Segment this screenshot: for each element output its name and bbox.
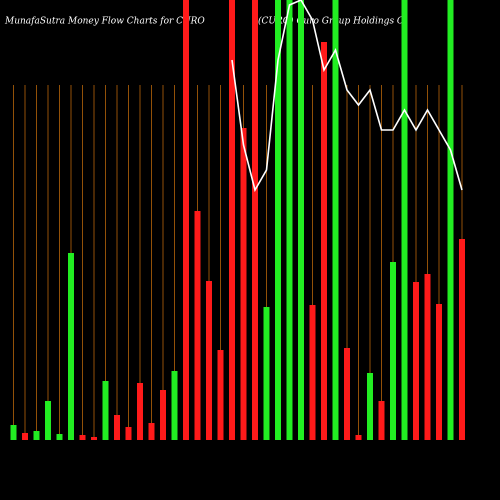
bar <box>217 350 224 440</box>
bar <box>183 0 189 440</box>
bar <box>148 423 155 440</box>
bar <box>240 128 247 440</box>
bar <box>447 0 454 440</box>
bar <box>378 401 385 440</box>
money-flow-line <box>231 0 463 193</box>
bar <box>114 415 120 440</box>
bar <box>79 435 86 440</box>
bar <box>68 253 74 440</box>
bar <box>367 373 373 440</box>
bar <box>125 427 132 440</box>
bar <box>206 281 212 440</box>
bar <box>252 0 258 440</box>
bar <box>390 262 396 440</box>
bar <box>229 0 235 440</box>
bar <box>436 304 442 440</box>
bar <box>321 42 327 440</box>
chart-subtitle: (CURO) Curo Group Holdings C <box>258 16 404 27</box>
bar <box>45 401 51 440</box>
bar <box>194 211 201 440</box>
bar <box>344 348 350 440</box>
bar <box>263 307 270 440</box>
bar <box>286 0 293 440</box>
bar <box>22 433 28 440</box>
bar <box>355 435 362 440</box>
bar <box>459 239 465 440</box>
bar <box>102 381 109 440</box>
bar <box>332 0 339 440</box>
bar <box>33 431 40 440</box>
bar <box>10 425 17 440</box>
bar <box>413 282 419 440</box>
bar <box>160 390 166 440</box>
bar <box>401 0 408 440</box>
chart-title: MunafaSutra Money Flow Charts for CURO <box>4 17 205 27</box>
bar <box>171 371 178 440</box>
bar <box>275 0 281 440</box>
bar <box>298 0 304 440</box>
bar <box>56 434 63 440</box>
bar <box>91 437 97 440</box>
bar <box>309 305 316 440</box>
bar <box>137 383 143 440</box>
bar <box>424 274 431 440</box>
